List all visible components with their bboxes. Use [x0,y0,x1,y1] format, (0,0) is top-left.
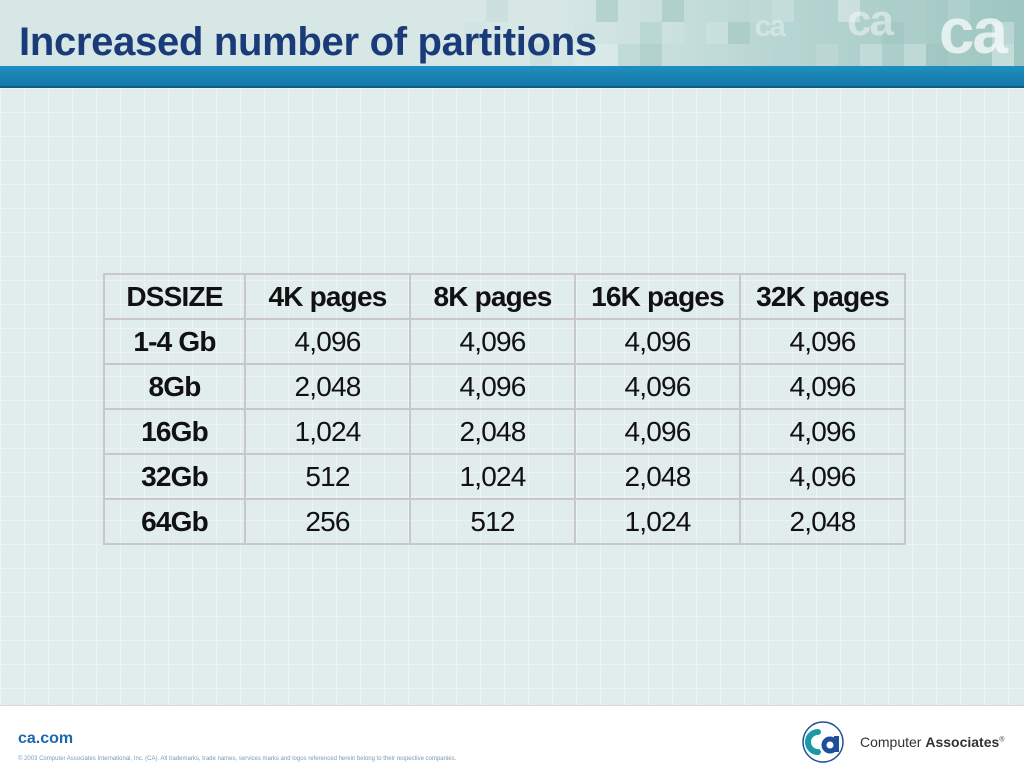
wordmark-associates: Associates [925,734,1000,750]
mosaic-tile [574,22,596,44]
mosaic-tile [948,0,970,22]
mosaic-tile [530,44,552,66]
row-label: 1-4 Gb [103,318,246,365]
table-cell: 4,096 [574,318,741,365]
mosaic-tile [574,44,596,66]
column-header: 32K pages [739,273,906,320]
mosaic-tile [662,22,684,44]
table-cell: 2,048 [574,453,741,500]
watermark-logo-small: ca [754,10,786,43]
table-cell: 4,096 [739,408,906,455]
copyright-notice: © 2003 Computer Associates International… [18,756,457,762]
column-header: 8K pages [409,273,576,320]
slide-header: ca ca ca Increased number of partitions [0,0,1024,88]
ca-logo-icon [802,721,844,763]
table-row: 16Gb 1,024 2,048 4,096 4,096 [103,408,906,455]
slide-footer: ca.com © 2003 Computer Associates Intern… [0,705,1024,768]
mosaic-tile [992,44,1014,66]
table-cell: 1,024 [574,498,741,545]
column-header: DSSIZE [103,273,246,320]
mosaic-tile [596,44,618,66]
mosaic-tile [904,22,926,44]
table-cell: 2,048 [739,498,906,545]
site-link[interactable]: ca.com [18,730,74,747]
mosaic-tile [926,44,948,66]
mosaic-tile [838,0,860,22]
mosaic-tile [772,44,794,66]
registered-mark: ® [999,736,1005,744]
table-row: 32Gb 512 1,024 2,048 4,096 [103,453,906,500]
wordmark-computer: Computer [860,734,922,750]
mosaic-tile [772,0,794,22]
table-cell: 1,024 [409,453,576,500]
table-row: 8Gb 2,048 4,096 4,096 4,096 [103,363,906,410]
title-underline-bar [0,66,1024,88]
mosaic-tile [904,44,926,66]
table-cell: 512 [409,498,576,545]
row-label: 8Gb [103,363,246,410]
table-cell: 4,096 [409,363,576,410]
mosaic-tile [618,44,640,66]
table-row: 64Gb 256 512 1,024 2,048 [103,498,906,545]
row-label: 64Gb [103,498,246,545]
table-cell: 4,096 [244,318,411,365]
table-header-row: DSSIZE 4K pages 8K pages 16K pages 32K p… [103,273,906,320]
table-cell: 2,048 [409,408,576,455]
table-cell: 4,096 [739,453,906,500]
column-header: 16K pages [574,273,741,320]
mosaic-tile [596,0,618,22]
mosaic-tile [464,22,486,44]
company-wordmark: Computer Associates® [860,734,1004,750]
table-cell: 4,096 [574,408,741,455]
mosaic-tile [904,0,926,22]
row-label: 32Gb [103,453,246,500]
table-cell: 4,096 [409,318,576,365]
table-cell: 512 [244,453,411,500]
header-mosaic-decoration [464,0,1024,66]
mosaic-tile [706,22,728,44]
column-header: 4K pages [244,273,411,320]
mosaic-tile [816,44,838,66]
watermark-logo-large: ca [938,0,1008,67]
row-label: 16Gb [103,408,246,455]
watermark-logo-medium: ca [847,0,894,45]
mosaic-tile [860,44,882,66]
table-cell: 1,024 [244,408,411,455]
mosaic-tile [662,0,684,22]
table-cell: 4,096 [739,318,906,365]
partitions-table: DSSIZE 4K pages 8K pages 16K pages 32K p… [103,273,906,545]
table-cell: 4,096 [739,363,906,410]
mosaic-tile [728,22,750,44]
mosaic-tile [992,22,1014,44]
mosaic-tile [486,0,508,22]
slide-title: Increased number of partitions [19,20,597,64]
mosaic-tile [640,44,662,66]
mosaic-tile [882,22,904,44]
table-row: 1-4 Gb 4,096 4,096 4,096 4,096 [103,318,906,365]
mosaic-tile [640,22,662,44]
table-cell: 4,096 [574,363,741,410]
table-cell: 2,048 [244,363,411,410]
table-cell: 256 [244,498,411,545]
mosaic-tile [750,0,772,22]
